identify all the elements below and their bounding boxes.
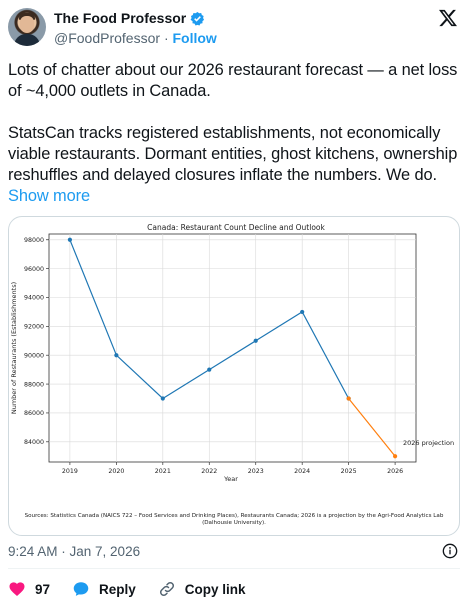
data-point-actual <box>207 367 212 372</box>
chart-image-card[interactable]: Canada: Restaurant Count Decline and Out… <box>8 216 460 536</box>
heart-icon <box>9 582 25 596</box>
like-count: 97 <box>35 581 51 597</box>
y-ticks: 84000 86000 88000 90000 92000 94000 96000 98000 <box>24 237 49 446</box>
reply-label: Reply <box>99 581 136 597</box>
annotation-label: 2026 projection <box>403 439 454 447</box>
tweet-timestamp[interactable]: 9:24 AM · Jan 7, 2026 <box>8 544 141 559</box>
verified-badge-icon <box>190 11 205 25</box>
copy-link-label: Copy link <box>184 581 246 597</box>
handle-row: @FoodProfessor · Follow <box>54 30 217 46</box>
x-tick-label: 2023 <box>248 468 264 475</box>
y-tick-label: 92000 <box>24 324 44 331</box>
action-bar: 97 Reply Copy link <box>8 580 268 598</box>
tweet-paragraph-1: Lots of chatter about our 2026 restauran… <box>8 61 458 100</box>
x-tick-label: 2021 <box>155 468 171 475</box>
avatar[interactable] <box>8 8 46 46</box>
y-tick-label: 96000 <box>24 266 44 273</box>
y-tick-label: 90000 <box>24 352 44 359</box>
y-tick-label: 84000 <box>24 439 44 446</box>
divider <box>8 568 460 569</box>
y-tick-label: 94000 <box>24 295 44 302</box>
author-name[interactable]: The Food Professor <box>54 10 187 26</box>
x-ticks: 2019 2020 2021 2022 2023 2024 2025 2026 <box>62 462 403 475</box>
reply-bubble-icon <box>73 582 89 596</box>
series-points <box>67 237 398 459</box>
y-tick-label: 98000 <box>24 237 44 244</box>
follow-button[interactable]: Follow <box>172 30 217 46</box>
grid <box>49 234 416 462</box>
y-tick-label: 88000 <box>24 381 44 388</box>
plot-frame <box>48 233 417 463</box>
series-lines <box>69 239 396 457</box>
tweet-text: Lots of chatter about our 2026 restauran… <box>8 60 460 207</box>
y-tick-label: 86000 <box>24 410 44 417</box>
like-button[interactable]: 97 <box>8 580 50 598</box>
y-axis-label: Number of Restaurants (Establishments) <box>10 282 18 414</box>
reply-button[interactable]: Reply <box>72 580 136 598</box>
x-tick-label: 2022 <box>201 468 217 475</box>
link-icon <box>159 581 174 597</box>
x-tick-label: 2025 <box>341 468 357 475</box>
x-tick-label: 2024 <box>294 468 310 475</box>
data-point-actual <box>67 237 73 242</box>
data-point-actual <box>253 338 258 343</box>
tweet-paragraph-2-text: StatsCan tracks registered establishment… <box>8 124 458 184</box>
show-more-link[interactable]: Show more <box>8 187 90 205</box>
data-point-actual <box>114 353 119 358</box>
chart-title: Canada: Restaurant Count Decline and Out… <box>147 223 325 232</box>
data-point-projection <box>392 454 398 459</box>
info-icon[interactable] <box>442 543 458 559</box>
author-handle[interactable]: @FoodProfessor <box>54 30 161 46</box>
source-note: Sources: Statistics Canada (NAICS 722 – … <box>24 513 444 526</box>
series-line-projection <box>348 398 396 457</box>
x-axis-label: Year <box>223 475 238 483</box>
tweet-paragraph-2: StatsCan tracks registered establishment… <box>8 123 460 207</box>
data-point-projection <box>346 396 351 401</box>
tweet-header: The Food Professor @FoodProfessor · Foll… <box>8 8 460 50</box>
x-tick-label: 2019 <box>62 468 78 475</box>
author-name-row[interactable]: The Food Professor <box>54 10 205 26</box>
x-logo-icon[interactable] <box>438 8 458 28</box>
data-point-actual <box>160 396 165 401</box>
data-point-actual <box>300 309 305 315</box>
copy-link-button[interactable]: Copy link <box>158 580 246 598</box>
x-tick-label: 2026 <box>387 468 403 475</box>
x-tick-label: 2020 <box>108 468 124 475</box>
line-chart: Canada: Restaurant Count Decline and Out… <box>10 223 454 526</box>
separator: · <box>163 30 169 46</box>
